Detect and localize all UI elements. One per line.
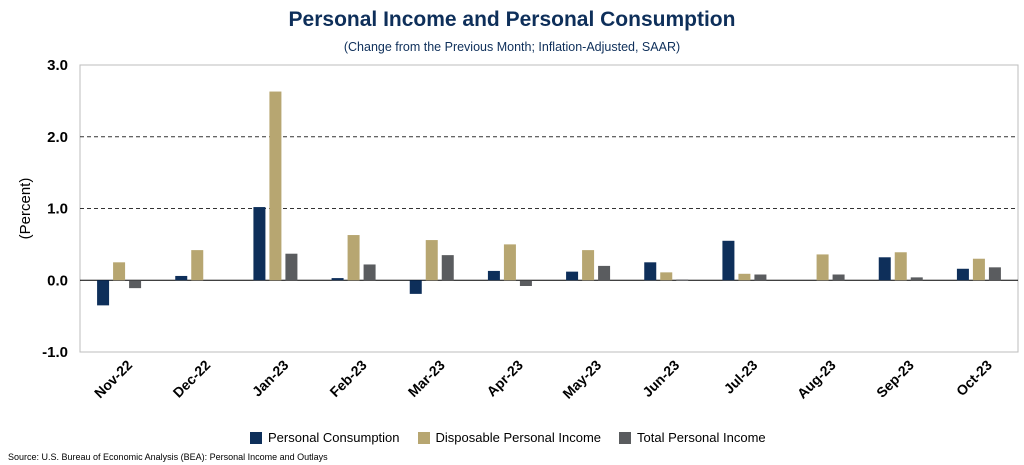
bar-total-personal-income <box>519 280 532 286</box>
x-tick-label: Jul-23 <box>721 357 761 397</box>
bar-disposable-personal-income <box>738 273 751 281</box>
legend-swatch <box>417 431 430 444</box>
legend-item: Personal Consumption <box>250 430 400 445</box>
bar-total-personal-income <box>754 274 767 281</box>
bar-personal-consumption <box>644 262 657 281</box>
bar-personal-consumption <box>722 240 735 281</box>
x-tick-label: Jan-23 <box>249 357 292 400</box>
bar-total-personal-income <box>598 265 611 281</box>
legend-swatch <box>619 431 632 444</box>
bar-total-personal-income <box>129 280 142 289</box>
bar-disposable-personal-income <box>894 252 907 281</box>
x-tick-label: Feb-23 <box>326 357 369 400</box>
bar-disposable-personal-income <box>425 240 438 281</box>
bar-total-personal-income <box>910 277 923 281</box>
x-tick-label: Nov-22 <box>91 357 135 401</box>
bar-disposable-personal-income <box>191 250 204 281</box>
bar-disposable-personal-income <box>972 258 985 281</box>
bar-disposable-personal-income <box>816 254 829 281</box>
legend: Personal Consumption Disposable Personal … <box>250 430 766 445</box>
bar-personal-consumption <box>487 270 500 281</box>
x-tick-label: Oct-23 <box>953 357 995 399</box>
bar-disposable-personal-income <box>113 262 126 281</box>
x-tick-label: Jun-23 <box>639 357 682 400</box>
y-tick-label: 1.0 <box>47 201 68 218</box>
bar-personal-consumption <box>175 275 188 281</box>
x-tick-label: Aug-23 <box>794 357 839 402</box>
x-tick-label: Dec-22 <box>170 357 214 401</box>
bar-total-personal-income <box>832 274 845 281</box>
chart-title: Personal Income and Personal Consumption <box>288 8 736 31</box>
bar-disposable-personal-income <box>582 250 595 281</box>
bar-total-personal-income <box>676 279 689 281</box>
legend-label: Total Personal Income <box>637 430 766 445</box>
bar-disposable-personal-income <box>347 235 360 281</box>
legend-item: Total Personal Income <box>619 430 766 445</box>
bar-personal-consumption <box>253 207 266 281</box>
y-tick-label: 3.0 <box>47 57 68 74</box>
source-note: Source: U.S. Bureau of Economic Analysis… <box>8 452 328 462</box>
bar-personal-consumption <box>331 278 344 281</box>
legend-label: Personal Consumption <box>268 430 400 445</box>
bar-total-personal-income <box>285 253 298 281</box>
bar-personal-consumption <box>97 280 110 306</box>
bar-disposable-personal-income <box>660 272 673 281</box>
x-tick-label: Mar-23 <box>405 357 448 400</box>
y-tick-label: -1.0 <box>42 344 68 361</box>
y-axis-label: (Percent) <box>17 178 34 240</box>
bar-total-personal-income <box>988 267 1001 281</box>
chart-subtitle: (Change from the Previous Month; Inflati… <box>343 40 681 54</box>
legend-item: Disposable Personal Income <box>417 430 602 445</box>
bar-total-personal-income <box>363 264 376 281</box>
bar-personal-consumption <box>956 268 969 281</box>
bar-personal-consumption <box>409 280 422 294</box>
legend-label: Disposable Personal Income <box>435 430 602 445</box>
bar-disposable-personal-income <box>269 91 282 281</box>
bar-personal-consumption <box>566 271 579 281</box>
bar-disposable-personal-income <box>503 244 516 281</box>
x-tick-label: May-23 <box>559 357 604 402</box>
y-tick-label: 0.0 <box>47 272 68 289</box>
bar-total-personal-income <box>441 255 454 281</box>
bar-personal-consumption <box>878 257 891 281</box>
x-tick-label: Sep-23 <box>873 357 917 401</box>
legend-swatch <box>250 431 262 444</box>
y-tick-label: 2.0 <box>47 129 68 146</box>
x-tick-label: Apr-23 <box>483 357 526 400</box>
